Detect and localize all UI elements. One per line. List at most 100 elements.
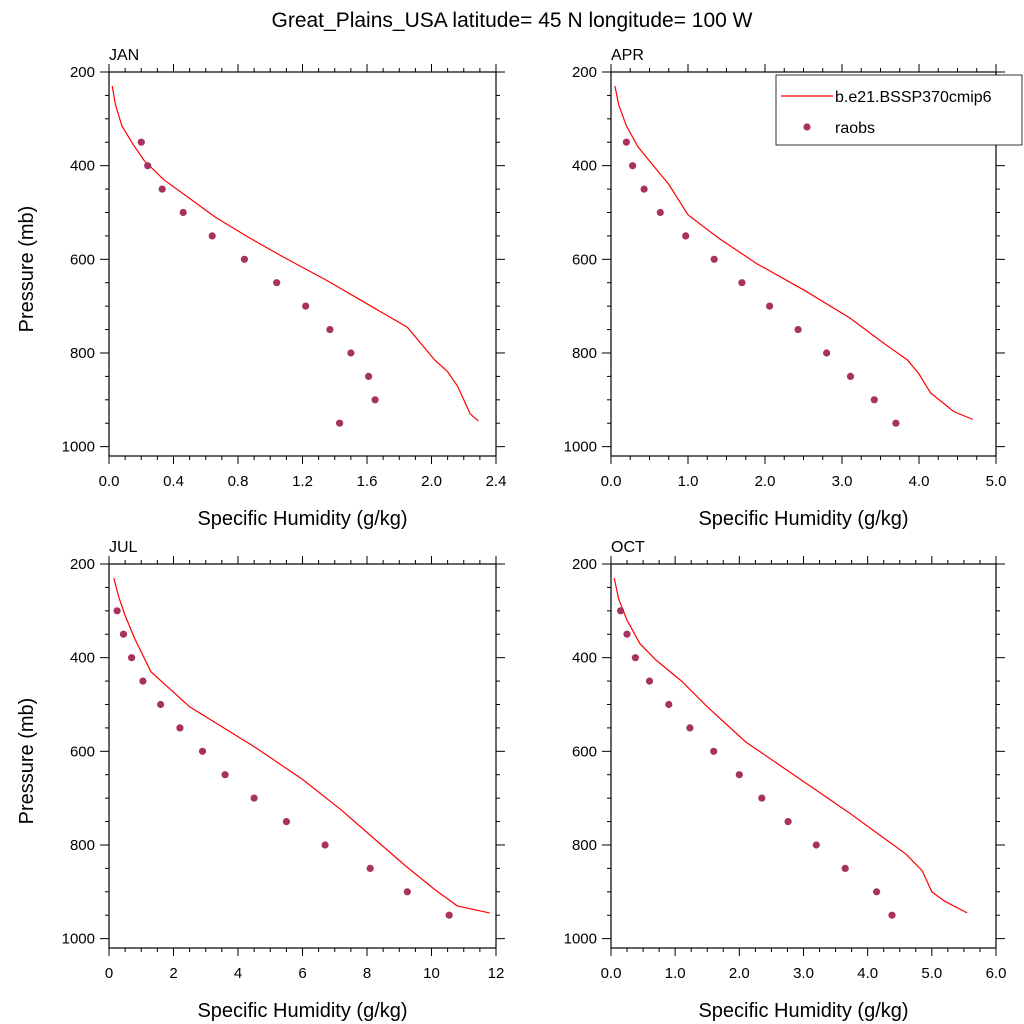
x-tick-label: 2 (169, 965, 177, 982)
legend-model-label: b.e21.BSSP370cmip6 (835, 89, 992, 106)
x-tick-label: 5.0 (921, 965, 942, 982)
panel-title: JAN (109, 47, 139, 64)
x-tick-label: 1.0 (665, 965, 686, 982)
raobs-point (892, 419, 900, 427)
raobs-point (682, 232, 690, 240)
model-profile-line (613, 577, 968, 914)
raobs-point (336, 419, 344, 427)
y-tick-label: 600 (572, 743, 597, 760)
y-tick-label: 1000 (62, 439, 95, 456)
x-tick-label: 2.0 (729, 965, 750, 982)
x-tick-label: 12 (488, 965, 505, 982)
y-tick-label: 200 (572, 64, 597, 81)
raobs-point (794, 326, 802, 334)
x-tick-label: 1.0 (678, 473, 699, 490)
x-tick-label: 3.0 (793, 965, 814, 982)
raobs-point (371, 396, 379, 404)
raobs-point (656, 208, 664, 217)
raobs-point (179, 208, 187, 217)
y-tick-label: 600 (70, 251, 95, 268)
x-tick-label: 5.0 (986, 473, 1007, 490)
y-axis-title: Pressure (mb) (16, 206, 38, 333)
x-tick-label: 1.2 (292, 473, 313, 490)
raobs-point (873, 888, 881, 896)
y-tick-label: 1000 (564, 439, 597, 456)
raobs-point (365, 372, 373, 380)
raobs-point (710, 255, 718, 263)
raobs-point (445, 911, 453, 919)
panel-jan: JAN 0.0 0.4 0.8 1.2 1.6 2.0 2.4 200 400 600 800 1000… (16, 47, 506, 530)
y-tick-label: 200 (572, 556, 597, 573)
plot-frame (108, 71, 497, 457)
x-axis-title: Specific Humidity (g/kg) (698, 1000, 908, 1022)
raobs-point (326, 326, 334, 334)
x-tick-label: 3.0 (832, 473, 853, 490)
raobs-point (144, 162, 152, 170)
model-profile-line (113, 577, 490, 914)
x-tick-label: 0.0 (601, 965, 622, 982)
raobs-point (321, 841, 329, 849)
panel-oct: OCT 0.0 1.0 2.0 3.0 4.0 5.0 6.0 200 400 600 800 1000… (564, 539, 1007, 1022)
x-tick-label: 2.0 (421, 473, 442, 490)
raobs-point (622, 138, 631, 146)
x-tick-label: 2.4 (486, 473, 507, 490)
x-tick-label: 0.0 (99, 473, 120, 490)
panel-apr: APR 0.0 1.0 2.0 3.0 4.0 5.0 200 400 600 800 1000 Spe… (564, 47, 1007, 530)
x-tick-label: 1.6 (357, 473, 378, 490)
raobs-point (735, 771, 743, 779)
raobs-point (128, 654, 136, 662)
figure-title: Great_Plains_USA latitude= 45 N longitud… (272, 9, 753, 32)
raobs-point (784, 818, 792, 826)
y-tick-label: 400 (70, 650, 95, 667)
y-tick-label: 600 (70, 743, 95, 760)
raobs-point (758, 794, 766, 802)
raobs-point (198, 747, 207, 755)
raobs-point (221, 771, 229, 779)
raobs-point (686, 724, 694, 732)
raobs-point (812, 841, 820, 849)
x-tick-label: 10 (423, 965, 440, 982)
raobs-point (208, 232, 216, 240)
x-tick-label: 0.8 (228, 473, 249, 490)
raobs-point (617, 607, 625, 615)
raobs-point (273, 279, 281, 287)
raobs-point (158, 185, 166, 193)
x-tick-label: 6 (298, 965, 306, 982)
raobs-point (403, 888, 411, 896)
x-tick-label: 8 (363, 965, 371, 982)
raobs-point (665, 700, 673, 709)
y-tick-label: 800 (70, 837, 95, 854)
raobs-point (640, 185, 648, 193)
raobs-point (766, 302, 774, 310)
raobs-point (282, 818, 290, 826)
panel-jul: JUL 0 2 4 6 8 10 12 200 400 600 800 1000 Specific Hum… (16, 539, 505, 1022)
raobs-point (645, 677, 654, 685)
y-tick-label: 1000 (564, 931, 597, 948)
x-tick-label: 0.0 (601, 473, 622, 490)
y-tick-label: 200 (70, 556, 95, 573)
x-tick-label: 0 (105, 965, 113, 982)
raobs-point (841, 864, 849, 873)
raobs-point (139, 677, 147, 685)
raobs-point (119, 630, 128, 638)
panel-title: OCT (611, 539, 645, 556)
legend-marker-swatch (803, 123, 811, 131)
raobs-point (888, 911, 896, 919)
x-axis-title: Specific Humidity (g/kg) (197, 1000, 407, 1022)
x-axis-title: Specific Humidity (g/kg) (197, 508, 407, 530)
raobs-point (823, 349, 831, 357)
x-tick-label: 0.4 (163, 473, 184, 490)
raobs-point (846, 372, 855, 380)
raobs-point (250, 794, 258, 802)
legend-box (775, 74, 1023, 146)
x-tick-label: 2.0 (755, 473, 776, 490)
raobs-point (366, 864, 374, 873)
plot-frame (108, 563, 497, 949)
raobs-point (629, 162, 637, 170)
raobs-point (623, 630, 631, 638)
y-tick-label: 800 (70, 345, 95, 362)
raobs-point (176, 724, 184, 732)
x-tick-label: 6.0 (986, 965, 1007, 982)
raobs-point (157, 700, 165, 709)
